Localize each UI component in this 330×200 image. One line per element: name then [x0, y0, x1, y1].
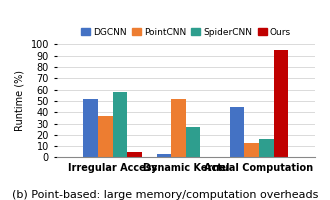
Bar — [127, 152, 142, 157]
Text: (b) Point-based: large memory/computation overheads: (b) Point-based: large memory/computatio… — [12, 190, 318, 200]
Bar — [244, 143, 259, 157]
Bar — [186, 127, 200, 157]
Bar — [113, 92, 127, 157]
Bar — [98, 116, 113, 157]
Bar — [259, 139, 274, 157]
Bar — [156, 154, 171, 157]
Y-axis label: Runtime (%): Runtime (%) — [15, 70, 25, 131]
Bar — [83, 99, 98, 157]
Legend: DGCNN, PointCNN, SpiderCNN, Ours: DGCNN, PointCNN, SpiderCNN, Ours — [78, 24, 294, 40]
Bar — [274, 50, 288, 157]
Bar — [230, 107, 244, 157]
Bar — [171, 99, 186, 157]
